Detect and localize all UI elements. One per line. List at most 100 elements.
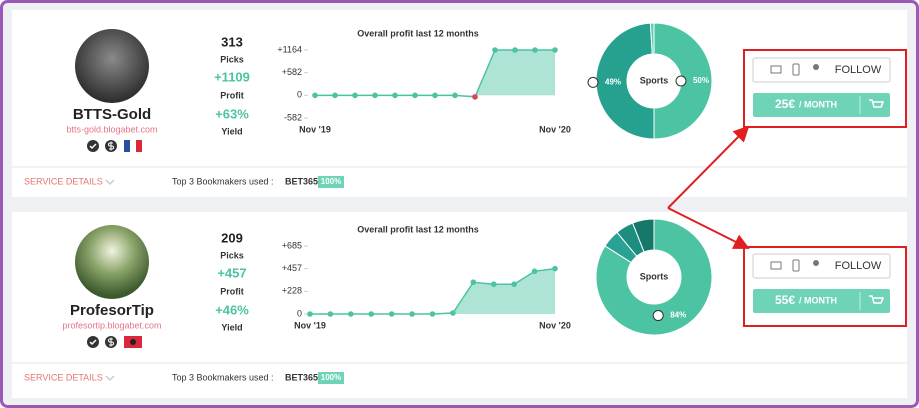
point [531,268,538,275]
category-icon [675,75,687,87]
point [412,92,418,99]
area-positive [310,268,555,314]
highlight-box [743,49,907,128]
bookmaker: BET365 [285,176,318,186]
y-tick-label: +582 [282,67,302,77]
chevron [105,375,115,382]
point [409,311,415,317]
point [452,92,458,99]
stat-profit-label: Profit [220,90,244,100]
bookmaker-badge [318,372,344,384]
user-icon [813,64,819,70]
category-icon [587,76,599,88]
point [552,47,558,53]
point [372,92,378,99]
point [392,92,398,99]
tipster-site: profesortip.blogabet.com [62,320,161,330]
chart-title: Overall profit last 12 months [357,28,479,38]
stat-picks: 313 [221,34,243,49]
y-tick-label: +685 [282,240,302,250]
service-details[interactable]: SERVICE DETAILS [24,176,103,186]
phone-icon [792,259,800,272]
tipster-name: ProfesorTip [70,302,154,319]
pie-label: 50% [693,76,709,85]
follow-button[interactable]: FOLLOW [752,253,891,279]
check [89,143,97,150]
point [511,281,517,288]
point [332,92,338,99]
check [89,339,97,346]
stat-profit: +1109 [214,69,250,84]
price-period: / MONTH [799,295,837,305]
avatar [75,29,149,103]
point [348,311,354,317]
pie-slice [595,22,655,140]
flag [136,140,142,152]
y-tick-label: +228 [282,286,302,296]
tipster-name: BTTS-Gold [73,106,151,123]
bookmakers-label: Top 3 Bookmakers used : [172,176,274,186]
arrow [667,125,750,209]
follow-label: FOLLOW [835,64,882,76]
y-tick-label: 0 [297,308,302,318]
x-tick-label: Nov '20 [539,124,571,134]
stat-yield-label: Yield [221,126,242,136]
stat-picks-label: Picks [220,54,244,64]
cart-icon [869,99,885,108]
price: 25€ [775,97,795,111]
stat-picks-label: Picks [220,250,244,260]
pie-label: 49% [605,77,621,86]
flag-emblem [130,339,136,345]
pie-center-label: Sports [640,75,669,85]
bookmaker: BET365 [285,372,318,382]
stat-yield-label: Yield [221,322,242,332]
follow-button[interactable]: FOLLOW [752,57,891,83]
x-tick-label: Nov '19 [299,124,331,134]
price: 55€ [775,293,795,307]
point [512,47,518,53]
stat-yield: +63% [215,106,249,121]
flag [130,140,136,152]
point [432,92,438,99]
point [312,92,318,99]
point [470,279,477,286]
x-tick-label: Nov '20 [539,320,571,330]
point [490,281,497,288]
chart-title: Overall profit last 12 months [357,224,479,234]
stat-picks: 209 [221,230,243,245]
bookmakers-label: Top 3 Bookmakers used : [172,372,274,382]
stat-yield: +46% [215,302,249,317]
y-tick-label: 0 [297,90,302,100]
dollar [108,141,114,151]
point [532,47,538,53]
point [388,311,395,317]
point [429,311,436,317]
follow-button-bg [752,57,891,83]
subscribe-button[interactable]: 55€ / MONTH [753,289,890,313]
area-positive [315,50,555,96]
pie-slice [649,22,655,55]
point [552,265,558,272]
point [307,311,313,317]
tipster-site: btts-gold.blogabet.com [66,124,157,134]
subscribe-button-bg [753,289,890,313]
price-period: / MONTH [799,99,837,109]
highlight-box [743,246,907,327]
category-icon [652,310,664,322]
bookmaker-share: 100% [321,177,341,186]
follow-label: FOLLOW [835,260,882,272]
point [450,310,456,316]
point [327,311,334,317]
pie-center-label: Sports [640,271,669,281]
chevron [105,179,115,186]
bookmaker-share: 100% [321,373,341,382]
point [352,92,358,99]
service-details[interactable]: SERVICE DETAILS [24,372,103,382]
subscribe-button-bg [753,93,890,117]
subscribe-button[interactable]: 25€ / MONTH [753,93,890,117]
stat-profit: +457 [217,265,246,280]
